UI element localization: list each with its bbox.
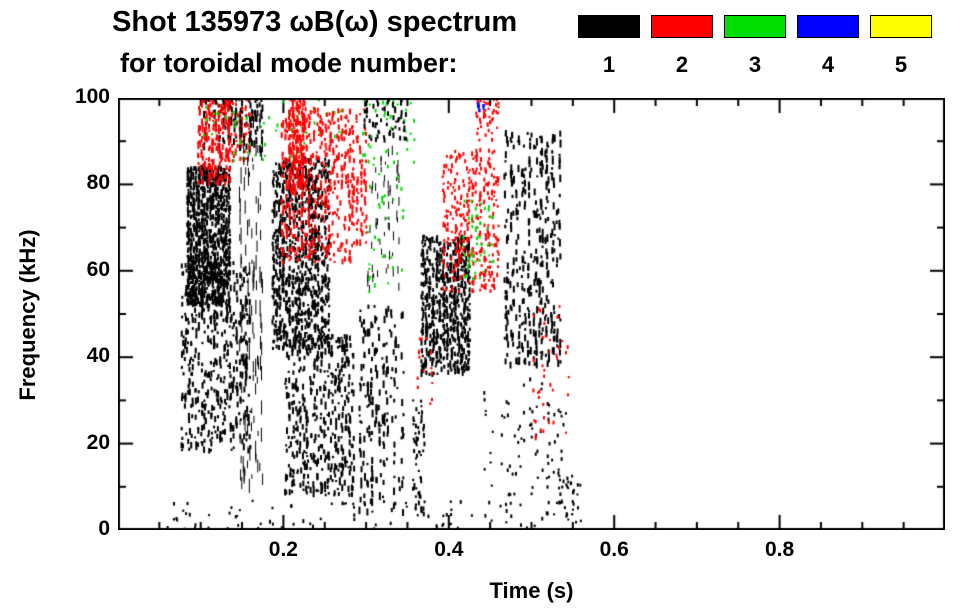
y-tick-label: 100 [74,85,110,108]
legend-label-mode-5: 5 [894,52,908,77]
legend-label-mode-2: 2 [675,52,689,77]
y-tick-label: 60 [86,257,110,281]
x-tick-label: 0.6 [599,538,629,561]
y-tick-label: 40 [86,344,110,368]
legend-swatch-mode-5 [870,15,932,38]
x-tick-label: 0.8 [764,538,795,561]
x-tick-label: 0.2 [268,538,298,561]
chart-title-line2: for toroidal mode number: [120,48,458,78]
x-tick-label: 0.4 [434,538,464,561]
y-tick-label: 80 [86,171,110,195]
legend-label-mode-3: 3 [748,52,762,77]
legend-swatches [578,15,932,38]
legend-label-mode-4: 4 [821,52,835,77]
spectrum-plot-canvas [118,98,945,530]
legend-swatch-mode-4 [797,15,859,38]
x-axis-title: Time (s) [489,578,574,603]
y-tick-label: 0 [98,517,110,540]
legend-label-mode-1: 1 [602,52,616,77]
chart-title-line1: Shot 135973 ωB(ω) spectrum [112,6,518,38]
y-tick-label: 20 [86,430,110,454]
legend-swatch-mode-3 [724,15,786,38]
legend-mode-numbers: 1 2 3 4 5 [578,52,943,78]
legend-swatch-mode-1 [578,15,640,38]
legend-swatch-mode-2 [651,15,713,38]
y-axis-title: Frequency (kHz) [15,229,40,401]
